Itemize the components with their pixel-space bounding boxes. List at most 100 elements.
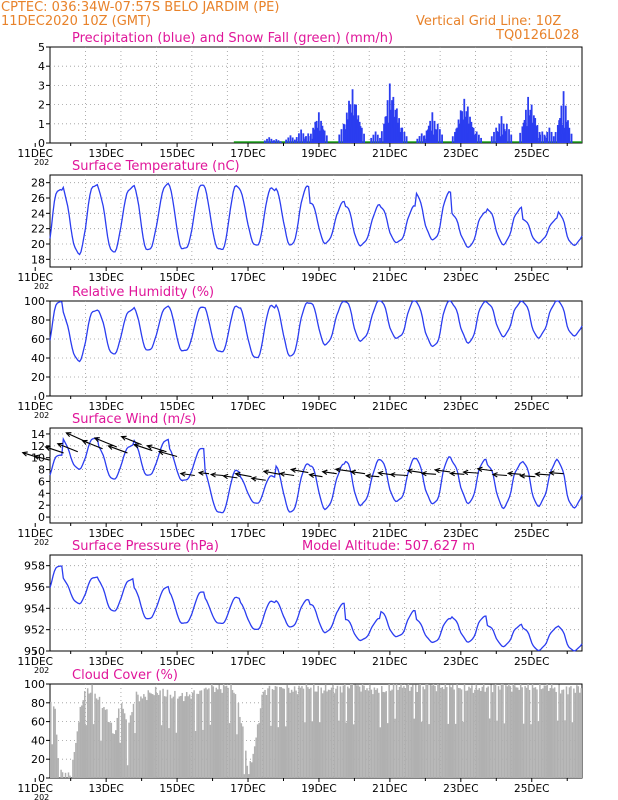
wind-arrow	[366, 475, 380, 478]
cloud-bar	[576, 685, 578, 778]
cloud-bar	[527, 684, 529, 778]
cloud-bar	[361, 684, 364, 778]
cloud-bar	[258, 722, 260, 778]
precip-bar	[505, 131, 507, 143]
y-tick-label: 2	[38, 99, 45, 112]
cloud-bar	[131, 712, 133, 778]
precip-bar	[393, 118, 396, 143]
precip-bar	[358, 121, 361, 143]
cloud-bar	[202, 729, 204, 778]
cloud-bar	[364, 690, 367, 778]
wind-arrow	[463, 471, 479, 474]
precip-bar	[295, 137, 298, 143]
cloud-bar	[239, 716, 241, 778]
cloud-bar	[196, 693, 198, 778]
precip-bar	[541, 131, 544, 143]
cloud-bar	[574, 692, 577, 778]
cloud-bar	[283, 688, 285, 778]
plot-frame-pressure	[49, 554, 583, 652]
wind-arrowhead	[56, 442, 63, 448]
wind-arrow	[235, 473, 252, 478]
cloud-bar	[577, 686, 580, 778]
y-tick-label: 2	[38, 499, 45, 512]
precip-bar	[493, 131, 495, 143]
wind-arrow	[492, 473, 507, 477]
x-tick-label: 15DEC	[159, 783, 194, 795]
cloud-bar	[389, 690, 392, 778]
cloud-bar	[115, 730, 117, 778]
precip-bar	[423, 135, 426, 143]
precip-bar	[400, 127, 403, 143]
cloud-bar	[147, 690, 150, 778]
x-tick-label: 11DEC	[18, 656, 53, 668]
precip-bar	[490, 136, 493, 143]
precip-bar	[435, 129, 438, 143]
cloud-bar	[549, 688, 551, 778]
cloud-bar	[227, 687, 229, 778]
y-tick-label: 20	[31, 753, 45, 766]
cloud-bar	[97, 699, 99, 778]
cloud-bar	[112, 733, 114, 778]
y-tick-label: 6	[38, 475, 45, 488]
wind-arrow	[435, 469, 451, 473]
precip-bar	[546, 131, 549, 143]
cloud-bar	[457, 687, 460, 778]
y-tick-label: 20	[31, 371, 45, 384]
cloud-bar	[265, 695, 268, 778]
precip-bar	[405, 136, 408, 143]
cloud-bar	[310, 687, 312, 778]
x-tick-label: 21DEC	[372, 656, 407, 668]
cloud-bar	[415, 684, 417, 778]
cloud-bar	[225, 685, 228, 778]
cloud-bar	[302, 688, 305, 778]
y-tick-label: 14	[31, 428, 45, 441]
precip-bar	[548, 127, 551, 143]
cloud-bar	[208, 688, 210, 778]
wind-arrow	[45, 446, 64, 454]
precip-bar	[462, 126, 465, 143]
cloud-bar	[537, 721, 540, 778]
cloud-bar	[383, 692, 386, 778]
cloud-bar	[83, 691, 86, 778]
precip-bar	[300, 129, 303, 143]
cloud-bar	[556, 720, 559, 778]
precip-bar	[474, 133, 477, 143]
cloud-bar	[429, 684, 432, 778]
wind-arrowhead	[44, 445, 51, 451]
precip-bar	[285, 139, 287, 143]
cloud-bar	[441, 686, 444, 778]
cloud-bar	[344, 684, 346, 778]
x-tick-label: 23DEC	[443, 401, 478, 413]
x-tick-label: 23DEC	[443, 656, 478, 668]
wind-arrowhead	[506, 470, 513, 477]
cloud-bar	[525, 687, 528, 778]
precip-bar	[388, 83, 391, 143]
series-line-humidity	[49, 300, 583, 363]
cloud-bar	[284, 726, 287, 778]
cloud-bar	[209, 724, 212, 778]
precip-bar	[427, 129, 429, 143]
cloud-bar	[511, 691, 513, 778]
panel-title-temperature: Surface Temperature (nC)	[72, 159, 240, 174]
cloud-bar	[478, 688, 481, 778]
cloud-bar	[85, 725, 87, 778]
wind-arrowhead	[21, 451, 28, 457]
x-tick-label: 19DEC	[301, 148, 336, 160]
precip-bar	[317, 112, 320, 143]
wind-arrowhead	[33, 454, 40, 460]
cloud-bar	[249, 761, 251, 778]
precip-bar	[503, 129, 506, 143]
precip-bar	[552, 136, 555, 143]
cloud-bar	[329, 690, 331, 778]
cloud-bar	[531, 684, 534, 778]
precip-bar	[313, 129, 316, 143]
wind-arrowhead	[179, 471, 186, 477]
cloud-bar	[369, 684, 371, 778]
cloud-bar	[336, 685, 339, 778]
cloud-bar	[151, 694, 154, 778]
cloud-bar	[370, 689, 373, 778]
cloud-bar	[555, 691, 557, 778]
y-tick-label: 4	[38, 60, 45, 73]
y-tick-label: 1	[38, 118, 45, 131]
cloud-bar	[259, 708, 262, 778]
